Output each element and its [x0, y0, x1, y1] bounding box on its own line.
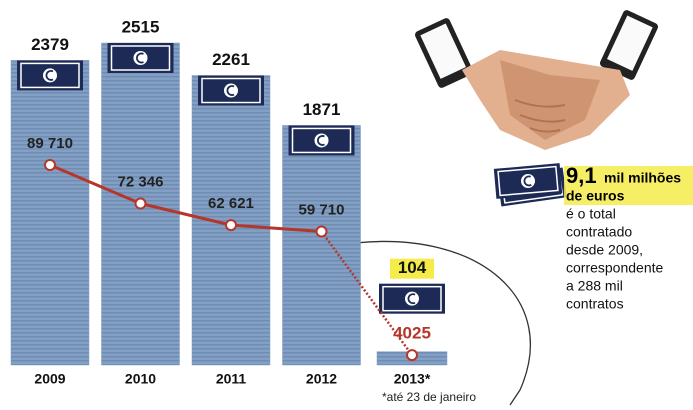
x-tick-label: 2012: [306, 371, 337, 387]
side-unit: mil milhões: [604, 170, 681, 186]
side-note-line: contratos: [566, 296, 624, 312]
footnote: *até 23 de janeiro: [382, 390, 476, 404]
bar-value-label: 1871: [303, 100, 341, 119]
bar: [10, 60, 90, 366]
line-value-label: 62 621: [208, 195, 254, 212]
line-point: [134, 197, 147, 210]
x-tick-label: 2011: [216, 371, 247, 387]
euro-note-icon: [287, 124, 356, 157]
side-note-line: contratado: [566, 224, 632, 240]
bar-value-label: 104: [398, 258, 427, 277]
euro-note-icon: [378, 282, 446, 315]
x-tick-label: 2013*: [394, 371, 431, 387]
handshake-illustration: [414, 10, 659, 150]
line-value-label: 72 346: [118, 173, 164, 190]
line-point: [315, 225, 328, 238]
connector: [354, 240, 531, 406]
side-number: 9,1: [566, 163, 597, 188]
euro-note-icon: [106, 42, 175, 74]
side-note-line: desde 2009,: [566, 242, 643, 258]
line-value-label: 89 710: [27, 135, 73, 152]
line-value-label: 4025: [393, 324, 431, 343]
value-highlight: [390, 258, 434, 279]
line-projection: [320, 230, 414, 356]
side-note-line: a 288 mil: [566, 278, 623, 294]
side-note-line: é o total: [566, 206, 616, 222]
bar: [282, 125, 361, 366]
side-unit: de euros: [566, 188, 625, 204]
x-tick-label: 2010: [125, 371, 156, 387]
line-point: [225, 219, 237, 232]
side-note-line: correspondente: [566, 260, 664, 276]
x-tick-label: 2009: [34, 371, 65, 387]
line-point: [44, 159, 56, 171]
line-point: [406, 349, 418, 362]
line: [49, 163, 322, 234]
bar-value-label: 2261: [212, 50, 250, 69]
euro-note-icon: [16, 59, 84, 92]
bar-value-label: 2515: [122, 17, 160, 36]
bar-value-label: 2379: [31, 35, 69, 54]
side-note: 9,1 mil milhões de euros: [492, 162, 693, 208]
line-value-label: 59 710: [299, 202, 345, 219]
euro-note-icon: [197, 74, 265, 107]
